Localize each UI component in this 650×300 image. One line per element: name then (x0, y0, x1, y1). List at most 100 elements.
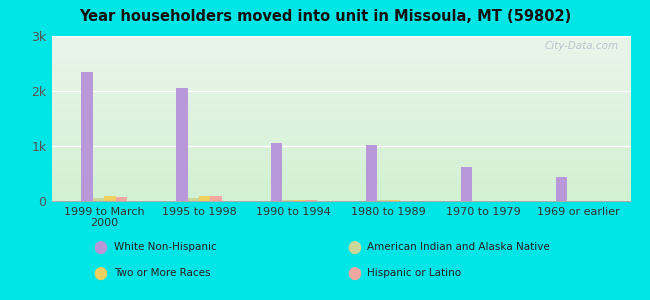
Bar (188, 198, 199, 201)
Bar (52, 196, 630, 198)
Bar (52, 146, 630, 148)
Bar (52, 168, 630, 170)
Bar (52, 87, 630, 89)
Bar (52, 143, 630, 145)
Bar (52, 79, 630, 80)
Bar (199, 196, 211, 201)
Text: ⬤: ⬤ (94, 241, 108, 254)
Bar (294, 200, 306, 201)
Bar (52, 39, 630, 41)
Bar (52, 188, 630, 190)
Text: ⬤: ⬤ (347, 241, 361, 254)
Bar (52, 165, 630, 166)
Bar (52, 176, 630, 178)
Bar (389, 200, 400, 201)
Text: Two or More Races: Two or More Races (114, 268, 210, 278)
Bar (211, 196, 222, 201)
Bar (52, 76, 630, 77)
Bar (52, 152, 630, 153)
Bar (176, 88, 188, 201)
Bar (52, 181, 630, 183)
Bar (52, 171, 630, 173)
Bar (52, 57, 630, 59)
Bar (52, 100, 630, 102)
Bar (52, 170, 630, 171)
Text: White Non-Hispanic: White Non-Hispanic (114, 242, 216, 253)
Bar (52, 56, 630, 57)
Bar (52, 43, 630, 44)
Bar (116, 196, 127, 201)
Bar (52, 107, 630, 109)
Bar (52, 92, 630, 94)
Bar (52, 52, 630, 54)
Text: City-Data.com: City-Data.com (545, 41, 619, 51)
Bar (104, 196, 116, 201)
Bar (52, 59, 630, 61)
Bar (52, 117, 630, 118)
Bar (52, 166, 630, 168)
Bar (52, 120, 630, 122)
Bar (52, 160, 630, 161)
Text: ⬤: ⬤ (94, 266, 108, 280)
Bar (52, 46, 630, 47)
Bar (52, 113, 630, 115)
Bar (52, 85, 630, 87)
Bar (52, 136, 630, 138)
Bar (52, 163, 630, 165)
Bar (52, 173, 630, 175)
Bar (52, 135, 630, 136)
Bar (52, 184, 630, 186)
Bar (52, 89, 630, 90)
Bar (52, 199, 630, 201)
Bar (52, 103, 630, 105)
Bar (52, 193, 630, 194)
Text: Year householders moved into unit in Missoula, MT (59802): Year householders moved into unit in Mis… (79, 9, 571, 24)
Bar (52, 94, 630, 95)
Bar (52, 150, 630, 152)
Bar (52, 62, 630, 64)
Bar (52, 127, 630, 128)
Bar (556, 177, 567, 201)
Text: Hispanic or Latino: Hispanic or Latino (367, 268, 461, 278)
Bar (52, 123, 630, 125)
Bar (52, 54, 630, 56)
Bar (52, 66, 630, 67)
Bar (52, 97, 630, 99)
Bar (377, 200, 389, 201)
Bar (52, 102, 630, 104)
Bar (283, 200, 294, 201)
Bar (52, 51, 630, 52)
Bar (52, 140, 630, 142)
Bar (52, 80, 630, 82)
Bar (52, 178, 630, 179)
Bar (52, 115, 630, 117)
Bar (52, 105, 630, 107)
Bar (52, 161, 630, 163)
Bar (52, 194, 630, 196)
Bar (52, 61, 630, 62)
Bar (52, 82, 630, 84)
Bar (52, 138, 630, 140)
Bar (366, 145, 377, 201)
Bar (52, 69, 630, 70)
Bar (52, 183, 630, 184)
Bar (52, 118, 630, 120)
Bar (52, 44, 630, 46)
Bar (52, 153, 630, 155)
Bar (52, 110, 630, 112)
Bar (52, 74, 630, 76)
Bar (52, 125, 630, 127)
Bar (52, 109, 630, 110)
Bar (52, 156, 630, 158)
Bar (52, 145, 630, 146)
Bar (52, 72, 630, 74)
Bar (52, 132, 630, 133)
Bar (52, 38, 630, 39)
Bar (52, 128, 630, 130)
Bar (52, 47, 630, 49)
Bar (52, 148, 630, 150)
Bar (52, 64, 630, 66)
Bar (52, 99, 630, 100)
Bar (52, 198, 630, 199)
Text: American Indian and Alaska Native: American Indian and Alaska Native (367, 242, 550, 253)
